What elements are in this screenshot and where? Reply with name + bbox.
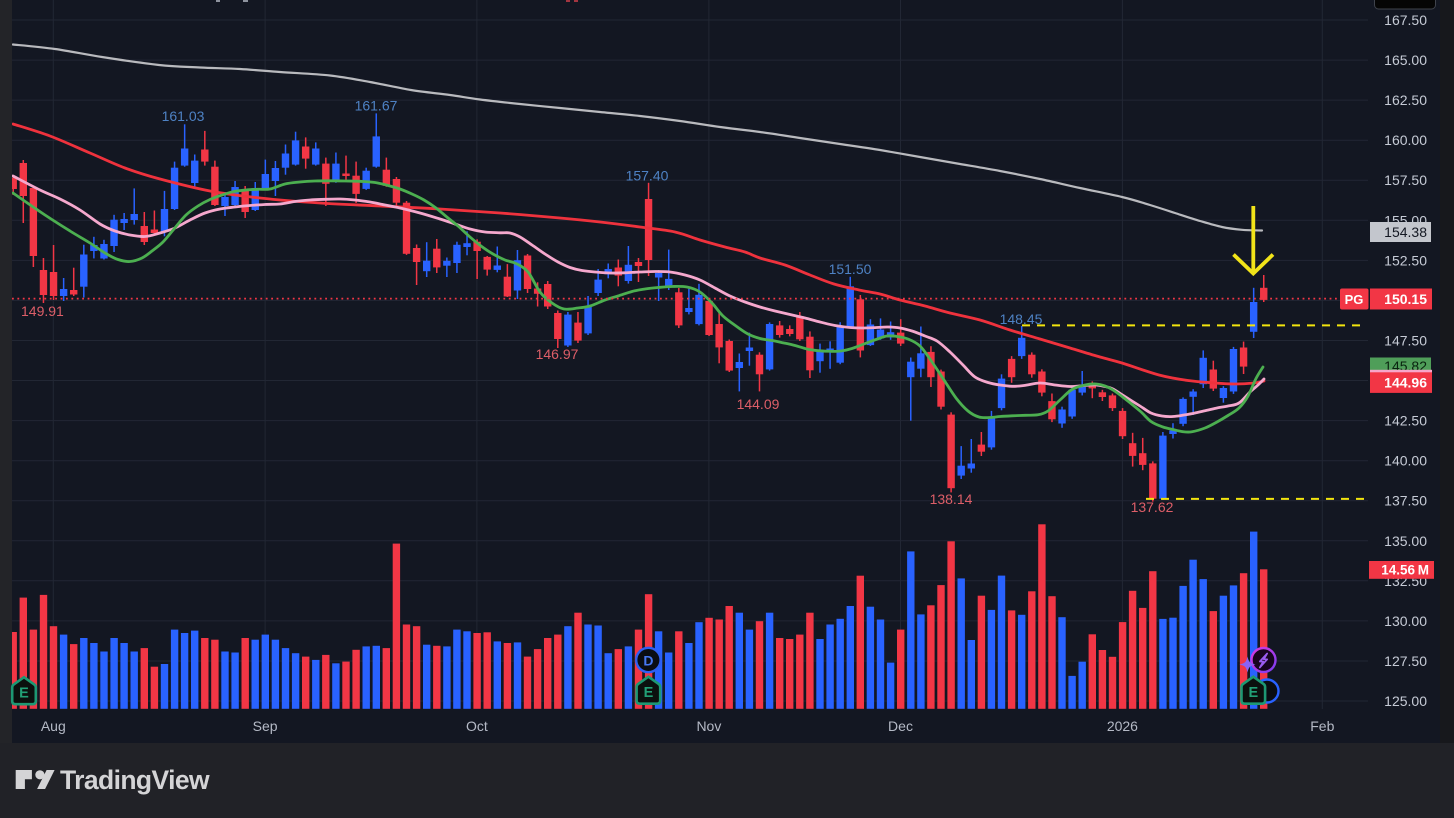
svg-text:161.03: 161.03 — [162, 108, 205, 124]
svg-text:130.00: 130.00 — [1384, 613, 1427, 629]
svg-text:150.15: 150.15 — [1384, 291, 1427, 307]
svg-text:154.38: 154.38 — [1384, 224, 1427, 240]
svg-text:Sep: Sep — [253, 718, 278, 734]
svg-text:144.09: 144.09 — [737, 396, 780, 412]
svg-text:161.67: 161.67 — [355, 98, 398, 114]
svg-text:151.50: 151.50 — [829, 261, 872, 277]
svg-text:PG: PG — [1345, 292, 1364, 307]
svg-text:147.50: 147.50 — [1384, 333, 1427, 349]
svg-text:167.50: 167.50 — [1384, 12, 1427, 28]
svg-text:14.56 M: 14.56 M — [1381, 563, 1429, 578]
svg-text:149.91: 149.91 — [21, 303, 64, 319]
svg-text:142.50: 142.50 — [1384, 413, 1427, 429]
svg-text:2026: 2026 — [1107, 718, 1138, 734]
svg-text:E: E — [19, 685, 29, 701]
svg-text:Oct: Oct — [466, 718, 488, 734]
svg-text:127.50: 127.50 — [1384, 653, 1427, 669]
svg-text:E: E — [644, 685, 654, 701]
svg-text:137.62: 137.62 — [1131, 499, 1174, 515]
svg-text:TradingView: TradingView — [60, 765, 210, 795]
svg-text:137.50: 137.50 — [1384, 493, 1427, 509]
svg-text:E: E — [1248, 685, 1258, 701]
svg-text:148.45: 148.45 — [1000, 311, 1043, 327]
svg-text:135.00: 135.00 — [1384, 533, 1427, 549]
svg-text:125.00: 125.00 — [1384, 693, 1427, 709]
svg-text:157.40: 157.40 — [626, 168, 669, 184]
svg-text:160.00: 160.00 — [1384, 132, 1427, 148]
svg-text:D: D — [643, 652, 653, 668]
svg-text:Dec: Dec — [888, 718, 913, 734]
svg-text:165.00: 165.00 — [1384, 52, 1427, 68]
svg-text:152.50: 152.50 — [1384, 252, 1427, 268]
svg-text:Aug: Aug — [41, 718, 66, 734]
svg-text:Nov: Nov — [696, 718, 721, 734]
svg-text:162.50: 162.50 — [1384, 92, 1427, 108]
svg-text:Feb: Feb — [1310, 718, 1334, 734]
svg-text:138.14: 138.14 — [930, 491, 973, 507]
svg-text:146.97: 146.97 — [536, 346, 579, 362]
svg-text:140.00: 140.00 — [1384, 453, 1427, 469]
svg-text:157.50: 157.50 — [1384, 172, 1427, 188]
svg-text:144.96: 144.96 — [1384, 375, 1427, 391]
